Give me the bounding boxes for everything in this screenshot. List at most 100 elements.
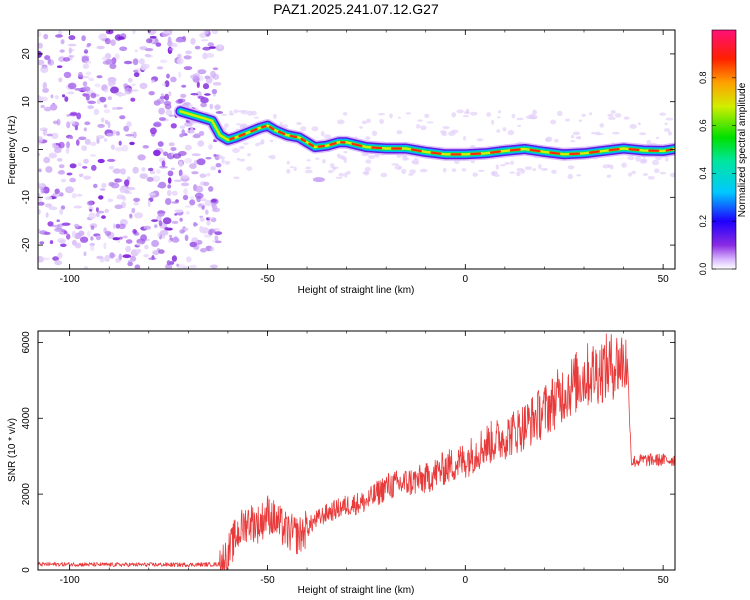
noise-blob (88, 212, 96, 220)
haze-blob (608, 116, 616, 121)
noise-blob (40, 188, 46, 194)
ridge-peak (317, 144, 325, 148)
noise-blob (118, 253, 123, 261)
noise-blob (139, 82, 148, 90)
noise-blob (86, 200, 94, 206)
haze-blob (456, 109, 464, 114)
noise-blob (212, 204, 218, 211)
noise-blob (107, 76, 117, 83)
noise-blob (176, 57, 184, 65)
noise-blob (99, 96, 107, 103)
noise-blob (38, 96, 44, 103)
noise-blob (86, 43, 92, 47)
noise-blob (124, 87, 133, 95)
noise-blob (60, 178, 67, 183)
noise-blob (129, 213, 133, 218)
ridge-peak (238, 132, 246, 138)
haze-blob (614, 113, 622, 118)
noise-blob (212, 73, 220, 80)
snr-series-line (38, 333, 675, 570)
noise-blob (196, 81, 200, 88)
haze-blob (286, 160, 290, 165)
noise-blob (189, 241, 198, 248)
noise-blob (70, 120, 76, 125)
noise-blob (43, 106, 52, 112)
noise-blob (123, 60, 133, 65)
noise-blob (74, 88, 83, 91)
noise-blob (152, 250, 160, 256)
noise-blob (176, 53, 182, 59)
noise-blob (130, 97, 136, 102)
noise-blob (204, 199, 212, 207)
ridge-peak (549, 151, 561, 155)
noise-blob (149, 127, 157, 135)
noise-blob (78, 136, 87, 141)
noise-blob (81, 55, 90, 59)
noise-blob (192, 134, 201, 139)
noise-blob (188, 264, 198, 269)
ridge-peak (250, 128, 258, 133)
noise-blob (208, 186, 214, 192)
haze-blob (516, 117, 524, 121)
noise-blob (89, 154, 97, 157)
ridge-peak (308, 142, 315, 147)
noise-blob (209, 264, 218, 269)
haze-blob (655, 136, 660, 140)
ridge-peak (289, 134, 298, 139)
noise-blob (76, 112, 82, 120)
noise-blob (202, 83, 210, 90)
noise-blob (93, 108, 100, 116)
noise-blob (103, 242, 107, 250)
haze-blob (576, 174, 582, 177)
noise-blob (142, 145, 149, 149)
snr-ylabel: SNR (10 * v/v) (7, 418, 18, 482)
noise-blob (90, 225, 95, 230)
noise-blob (101, 183, 107, 188)
haze-blob (509, 171, 516, 174)
noise-blob (201, 205, 205, 210)
noise-blob (127, 262, 133, 267)
noise-blob (140, 64, 148, 71)
haze-blob (486, 112, 492, 117)
haze-blob (659, 171, 667, 175)
noise-blob (200, 198, 207, 202)
noise-blob (66, 233, 71, 240)
noise-blob (84, 121, 91, 126)
noise-blob (137, 154, 146, 161)
haze-blob (556, 110, 563, 117)
haze-blob (606, 174, 612, 178)
haze-blob (246, 166, 253, 171)
noise-blob (175, 37, 185, 43)
noise-blob (205, 156, 212, 160)
haze-blob (498, 110, 502, 114)
snr-frame (37, 330, 676, 571)
haze-blob (502, 127, 507, 132)
noise-blob (85, 71, 92, 76)
haze-blob (260, 139, 265, 144)
haze-blob (520, 169, 526, 174)
noise-blob (38, 182, 41, 188)
ridge-peak (489, 150, 501, 154)
haze-blob (416, 124, 421, 129)
noise-blob (148, 91, 155, 96)
noise-blob (54, 95, 59, 100)
haze-blob (591, 131, 595, 135)
noise-blob (214, 240, 222, 244)
noise-blob (180, 174, 189, 179)
noise-blob (100, 117, 105, 123)
haze-blob (570, 140, 576, 143)
noise-blob (42, 82, 47, 90)
haze-blob (391, 163, 399, 166)
noise-blob (83, 158, 89, 164)
noise-blob (38, 256, 45, 263)
snr-xtick-label: 50 (658, 575, 670, 586)
noise-blob (157, 232, 161, 237)
noise-blob (104, 138, 108, 142)
haze-blob (409, 169, 416, 174)
noise-blob (68, 47, 72, 54)
haze-blob (572, 131, 581, 136)
noise-blob (214, 154, 220, 161)
noise-blob (101, 56, 108, 61)
noise-blob (87, 105, 94, 110)
noise-blob (54, 227, 63, 232)
